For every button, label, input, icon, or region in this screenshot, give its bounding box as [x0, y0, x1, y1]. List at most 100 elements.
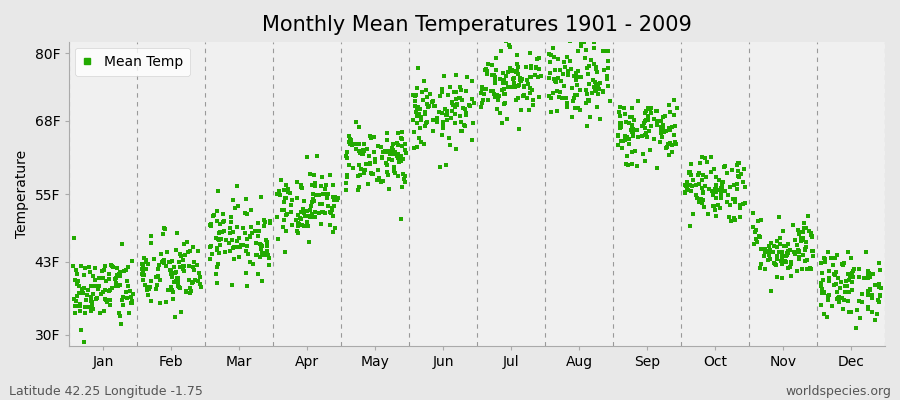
Point [173, 284, 187, 291]
Point [97, 287, 112, 294]
Point [326, 194, 340, 200]
Point [448, 120, 463, 127]
Point [376, 178, 391, 185]
Point [780, 250, 795, 257]
Point [297, 198, 311, 204]
Point [379, 159, 393, 166]
Point [695, 177, 709, 183]
Point [359, 146, 374, 152]
Point [861, 304, 876, 310]
Point [550, 108, 564, 114]
Point [125, 298, 140, 304]
Point [452, 94, 466, 101]
Point [728, 217, 742, 223]
Point [77, 304, 92, 310]
Point [495, 87, 509, 94]
Point [410, 106, 425, 112]
Point [713, 205, 727, 211]
Point [125, 258, 140, 264]
Point [596, 48, 610, 54]
Point [415, 89, 429, 95]
Point [644, 110, 658, 116]
Point [87, 283, 102, 289]
Point [88, 296, 103, 302]
Point [408, 128, 422, 135]
Point [328, 225, 342, 232]
Point [682, 168, 697, 175]
Point [641, 113, 655, 120]
Point [262, 255, 276, 262]
Point [97, 296, 112, 302]
Point [395, 129, 410, 136]
Point [290, 194, 304, 201]
Point [619, 119, 634, 125]
Point [610, 142, 625, 148]
Point [419, 118, 434, 125]
Point [370, 177, 384, 184]
Point [581, 98, 596, 104]
Point [542, 92, 556, 99]
Point [551, 56, 565, 62]
Point [226, 197, 240, 204]
Point [724, 218, 738, 225]
Point [825, 302, 840, 309]
Point [302, 212, 316, 219]
Point [726, 182, 741, 189]
Point [787, 249, 801, 256]
Point [786, 222, 800, 228]
Point [852, 274, 867, 280]
Point [304, 182, 319, 188]
Point [250, 270, 265, 277]
Point [557, 82, 572, 89]
Point [842, 277, 856, 284]
Point [392, 130, 406, 136]
Point [770, 238, 784, 244]
Point [171, 279, 185, 285]
Point [122, 310, 136, 316]
Point [637, 110, 652, 117]
Point [210, 208, 224, 214]
Point [78, 296, 93, 303]
Point [221, 240, 236, 246]
Point [446, 102, 460, 108]
Point [526, 97, 541, 103]
Point [338, 153, 353, 160]
Point [380, 162, 394, 168]
Point [120, 278, 134, 284]
Point [732, 160, 746, 167]
Point [804, 266, 818, 272]
Point [340, 155, 355, 162]
Point [359, 161, 374, 168]
Point [829, 269, 843, 276]
Point [218, 249, 232, 255]
Point [194, 284, 209, 290]
Point [81, 263, 95, 270]
Point [549, 88, 563, 94]
Point [475, 86, 490, 92]
Point [564, 114, 579, 120]
Point [657, 129, 671, 135]
Point [102, 276, 116, 283]
Point [429, 115, 444, 121]
Point [443, 84, 457, 90]
Point [861, 268, 876, 274]
Point [796, 235, 810, 242]
Point [796, 237, 811, 243]
Point [704, 168, 718, 175]
Point [223, 247, 238, 254]
Point [418, 86, 433, 93]
Point [420, 104, 435, 111]
Point [140, 284, 154, 290]
Point [554, 95, 569, 101]
Point [116, 268, 130, 275]
Point [827, 282, 842, 288]
Point [447, 89, 462, 96]
Point [634, 132, 649, 139]
Point [473, 104, 488, 110]
Point [806, 234, 820, 240]
Point [279, 227, 293, 234]
Point [408, 145, 422, 151]
Point [649, 165, 663, 171]
Point [783, 272, 797, 279]
Point [273, 192, 287, 198]
